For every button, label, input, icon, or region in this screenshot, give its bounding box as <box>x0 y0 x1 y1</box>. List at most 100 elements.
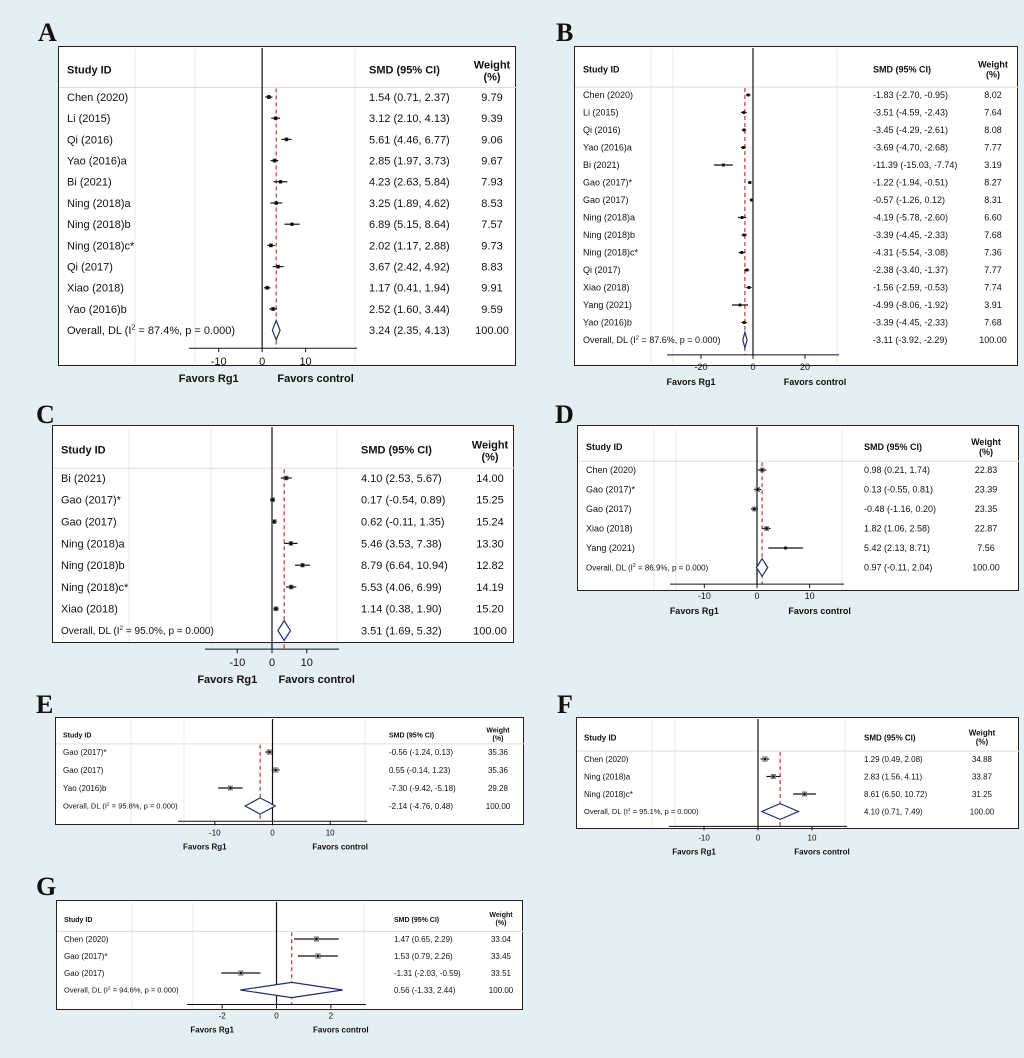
smd-value: 1.47 (0.65, 2.29) <box>394 935 453 944</box>
forest-svg-c: Study ID SMD (95% CI) Weight (%) Bi (2021) 4.… <box>53 427 515 686</box>
header-weight-line1: Weight <box>472 439 509 451</box>
forest-plot-e: Study ID SMD (95% CI) Weight (%) Gao (2017)*… <box>55 717 525 851</box>
study-row: Gao (2017)* 0.13 (-0.55, 0.81) 23.39 <box>586 485 997 495</box>
overall-label: Overall, DL (I2 = 95.8%, p = 0.000) <box>63 802 178 811</box>
panel-letter-c: C <box>36 400 55 429</box>
weight-value: 7.77 <box>984 265 1002 275</box>
x-tick-label: 0 <box>750 362 755 372</box>
smd-value: -1.83 (-2.70, -0.95) <box>873 90 948 100</box>
smd-value: 1.17 (0.41, 1.94) <box>369 283 450 295</box>
smd-value: 0.98 (0.21, 1.74) <box>864 465 930 475</box>
header-weight-line2: (%) <box>979 447 993 457</box>
study-row: Li (2015) -3.51 (-4.59, -2.43) 7.64 <box>583 108 1002 118</box>
weight-value: 23.35 <box>975 504 998 514</box>
point-estimate <box>284 137 289 142</box>
overall-row: Overall, DL (I2 = 87.4%, p = 0.000) 3.24 … <box>67 319 509 342</box>
weight-value: 9.73 <box>481 240 502 252</box>
header-weight-line1: Weight <box>971 437 1001 447</box>
smd-value: -1.56 (-2.59, -0.53) <box>873 283 948 293</box>
favors-rg1-label: Favors Rg1 <box>666 377 715 387</box>
study-label: Ning (2018)a <box>584 772 631 781</box>
study-row: Ning (2018)c* -4.31 (-5.54, -3.08) 7.36 <box>583 248 1002 258</box>
study-row: Ning (2018)b -3.39 (-4.45, -2.33) 7.68 <box>583 230 1002 240</box>
smd-value: 5.61 (4.46, 6.77) <box>369 134 450 146</box>
overall-row: Overall, DL (I2 = 95.0%, p = 0.000) 3.51 … <box>61 619 507 642</box>
smd-value: 3.12 (2.10, 4.13) <box>369 113 450 125</box>
header-weight: Weight (%) <box>474 60 511 84</box>
point-estimate <box>742 233 746 237</box>
overall-label-suffix: = 86.9%, p = 0.000) <box>636 563 709 572</box>
point-estimate <box>772 775 775 778</box>
study-label: Yang (2021) <box>586 543 635 553</box>
overall-label-superscript: 2 <box>108 986 111 992</box>
overall-label: Overall, DL (I2 = 86.9%, p = 0.000) <box>586 563 709 572</box>
point-estimate <box>274 201 279 205</box>
header-smd: SMD (95% CI) <box>864 733 916 742</box>
header-weight-line2: (%) <box>496 920 507 927</box>
point-estimate <box>742 111 746 114</box>
study-row: Yao (2016)a 2.85 (1.97, 3.73) 9.67 <box>67 155 503 167</box>
overall-smd-value: 4.10 (0.71, 7.49) <box>864 807 923 816</box>
forest-plot-c: Study ID SMD (95% CI) Weight (%) Bi (2021) 4.… <box>52 425 515 686</box>
overall-diamond <box>755 557 769 578</box>
point-estimate <box>745 268 749 272</box>
weight-value: 3.91 <box>984 300 1002 310</box>
header-weight-line1: Weight <box>486 727 510 734</box>
weight-value: 8.53 <box>481 198 502 210</box>
overall-label-suffix: = 95.8%, p = 0.000) <box>110 802 178 811</box>
overall-weight-value: 100.00 <box>473 625 507 637</box>
study-row: Gao (2017) 0.55 (-0.14, 1.23) 35.36 <box>63 766 509 775</box>
study-label: Ning (2018)c* <box>61 582 129 594</box>
weight-value: 7.36 <box>984 248 1002 258</box>
weight-value: 9.59 <box>481 304 502 316</box>
study-label: Bi (2021) <box>61 473 106 485</box>
weight-value: 15.24 <box>476 516 504 528</box>
x-tick-label: 0 <box>274 1011 279 1020</box>
x-tick-label: 20 <box>800 362 810 372</box>
study-label: Yao (2016)a <box>67 155 128 167</box>
overall-label: Overall, DL (I2 = 95.0%, p = 0.000) <box>61 625 214 637</box>
study-label: Ning (2018)c* <box>584 790 633 799</box>
overall-smd-value: 0.97 (-0.11, 2.04) <box>864 563 932 573</box>
point-estimate <box>315 937 318 941</box>
smd-value: -7.30 (-9.42, -5.18) <box>389 784 456 793</box>
forest-plot-a: Study ID SMD (95% CI) Weight (%) Chen (2020)… <box>58 46 517 385</box>
header-weight-line1: Weight <box>489 912 513 919</box>
forest-svg-d: Study ID SMD (95% CI) Weight (%) Chen (2020)… <box>578 427 1020 616</box>
overall-weight-value: 100.00 <box>475 325 509 337</box>
overall-label-suffix: = 95.1%, p = 0.000) <box>631 807 699 816</box>
smd-value: 6.89 (5.15, 8.64) <box>369 219 450 231</box>
overall-diamond <box>742 329 748 351</box>
smd-value: 3.67 (2.42, 4.92) <box>369 261 450 273</box>
overall-label-superscript: 2 <box>636 336 639 342</box>
smd-value: 2.52 (1.60, 3.44) <box>369 304 450 316</box>
point-estimate <box>784 546 787 550</box>
study-row: Gao (2017) -1.31 (-2.03, -0.59) 33.51 <box>64 969 512 978</box>
favors-control-label: Favors control <box>312 842 368 851</box>
overall-label-prefix: Overall, DL (I <box>64 986 108 995</box>
study-label: Chen (2020) <box>64 935 109 944</box>
smd-value: 8.79 (6.64, 10.94) <box>361 560 448 572</box>
study-row: Yao (2016)a -3.69 (-4.70, -2.68) 7.77 <box>583 143 1002 153</box>
smd-value: 2.85 (1.97, 3.73) <box>369 155 450 167</box>
study-row: Yang (2021) -4.99 (-8.06, -1.92) 3.91 <box>583 300 1002 310</box>
header-study-id: Study ID <box>64 917 92 924</box>
study-label: Ning (2018)c* <box>583 248 639 258</box>
study-row: Qi (2016) 5.61 (4.46, 6.77) 9.06 <box>67 134 503 146</box>
smd-value: 1.14 (0.38, 1.90) <box>361 604 442 616</box>
point-estimate <box>289 541 293 546</box>
overall-label-prefix: Overall, DL (I <box>583 335 636 345</box>
header-weight-line2: (%) <box>493 735 504 742</box>
x-tick-label: 10 <box>301 657 313 669</box>
point-estimate <box>765 527 769 530</box>
header-smd: SMD (95% CI) <box>864 442 922 452</box>
study-label: Bi (2021) <box>67 177 112 189</box>
point-estimate <box>269 243 273 248</box>
study-label: Gao (2017) <box>583 195 629 205</box>
point-estimate <box>300 563 305 567</box>
study-label: Chen (2020) <box>583 90 633 100</box>
weight-value: 12.82 <box>476 560 504 572</box>
smd-value: 0.13 (-0.55, 0.81) <box>864 485 933 495</box>
panel-letter-f: F <box>557 690 573 719</box>
weight-value: 33.04 <box>491 935 512 944</box>
